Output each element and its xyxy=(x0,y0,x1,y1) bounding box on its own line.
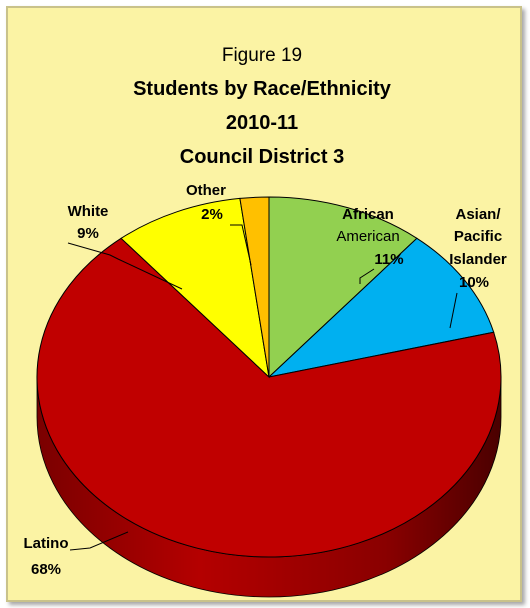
slice-percent-latino: 68% xyxy=(31,561,61,578)
leader-line-african xyxy=(359,268,375,284)
chart-figure-number: Figure 19 xyxy=(222,45,302,66)
pie-slice-other xyxy=(239,196,270,378)
pie-slice-african xyxy=(268,196,418,379)
leader-line-other xyxy=(230,224,252,266)
leader-line-asian xyxy=(449,292,458,329)
leader-line-white xyxy=(67,242,183,290)
slice-label-other: Other xyxy=(186,182,226,199)
leader-line-latino xyxy=(69,531,129,551)
pie-chart: Figure 19 Students by Race/Ethnicity 201… xyxy=(24,45,507,598)
slice-percent-white: 9% xyxy=(77,225,99,242)
chart-frame: Figure 19 Students by Race/Ethnicity 201… xyxy=(6,6,522,602)
chart-subtitle-year: 2010-11 xyxy=(226,112,298,134)
chart-subtitle-district: Council District 3 xyxy=(180,146,344,168)
slice-label-asian: Asian/ xyxy=(455,206,501,223)
slice-label-african: American xyxy=(336,228,399,245)
slice-percent-asian: 10% xyxy=(459,274,489,291)
slice-label-latino: Latino xyxy=(24,535,69,552)
pie-slice-latino xyxy=(36,237,502,558)
pie-slice-white xyxy=(120,197,270,379)
slice-label-asian: Islander xyxy=(449,251,507,268)
slice-percent-african: 11% xyxy=(374,251,403,268)
chart-title: Students by Race/Ethnicity xyxy=(133,78,392,100)
pie-slice-asian xyxy=(267,237,495,378)
slice-label-asian: Pacific xyxy=(454,228,502,245)
slice-label-white: White xyxy=(68,203,109,220)
slice-label-african: African xyxy=(342,206,394,223)
slice-percent-other: 2% xyxy=(201,206,223,223)
